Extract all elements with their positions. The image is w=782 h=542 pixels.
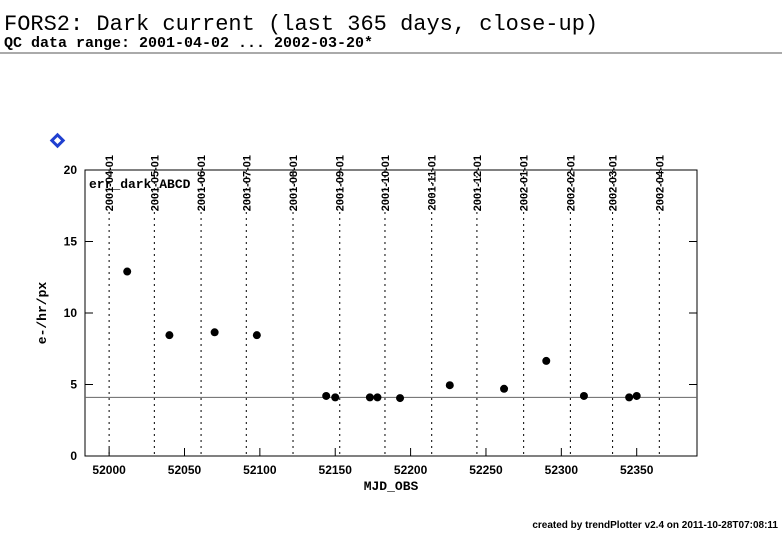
date-tick-label: 2001-12-01 [472, 155, 484, 211]
date-tick-label: 2001-04-01 [104, 155, 116, 211]
data-point [210, 328, 219, 337]
date-tick-label: 2001-06-01 [196, 155, 208, 211]
x-tick-label: 52250 [469, 463, 503, 477]
data-point [396, 394, 405, 403]
plot-annotation: err_dark_ABCD [89, 177, 191, 192]
y-tick-label: 10 [64, 306, 78, 320]
data-point [542, 356, 551, 365]
data-point [632, 391, 641, 400]
x-tick-label: 52000 [92, 463, 126, 477]
date-tick-label: 2001-08-01 [288, 155, 300, 211]
date-tick-label: 2002-04-01 [654, 155, 666, 211]
data-point [123, 267, 132, 276]
data-point [579, 391, 588, 400]
y-tick-label: 5 [70, 378, 77, 392]
data-point [500, 384, 509, 393]
date-tick-label: 2001-07-01 [241, 155, 253, 211]
plot-frame [84, 169, 698, 457]
x-tick-label: 52300 [545, 463, 579, 477]
footer: created by trendPlotter v2.4 on 2011-10-… [532, 520, 778, 531]
y-tick-label: 15 [64, 235, 78, 249]
data-point [322, 391, 331, 400]
x-tick-label: 52200 [394, 463, 428, 477]
y-tick-label: 0 [70, 449, 77, 463]
date-tick-label: 2001-10-01 [380, 155, 392, 211]
date-tick-label: 2001-09-01 [335, 155, 347, 211]
date-tick-label: 2002-02-01 [565, 155, 577, 211]
help-icon[interactable] [49, 132, 66, 149]
x-tick-label: 52350 [620, 463, 654, 477]
data-point [252, 331, 261, 340]
data-point [165, 331, 174, 340]
data-point [625, 393, 634, 402]
y-axis-label: e-/hr/px [35, 282, 50, 345]
x-axis-label: MJD_OBS [364, 479, 419, 494]
date-tick-label: 2002-01-01 [519, 155, 531, 211]
data-point [365, 393, 374, 402]
x-tick-label: 52100 [243, 463, 277, 477]
chart-subtitle: QC data range: 2001-04-02 ... 2002-03-20… [4, 35, 373, 52]
x-tick-label: 52050 [168, 463, 202, 477]
date-tick-label: 2001-05-01 [149, 155, 161, 211]
y-tick-label: 20 [64, 163, 78, 177]
chart-title: FORS2: Dark current (last 365 days, clos… [4, 12, 598, 37]
x-tick-label: 52150 [319, 463, 353, 477]
date-tick-label: 2001-11-01 [427, 155, 439, 211]
date-tick-label: 2002-03-01 [608, 155, 620, 211]
data-point [373, 393, 382, 402]
data-point [445, 381, 454, 390]
data-point [331, 393, 340, 402]
